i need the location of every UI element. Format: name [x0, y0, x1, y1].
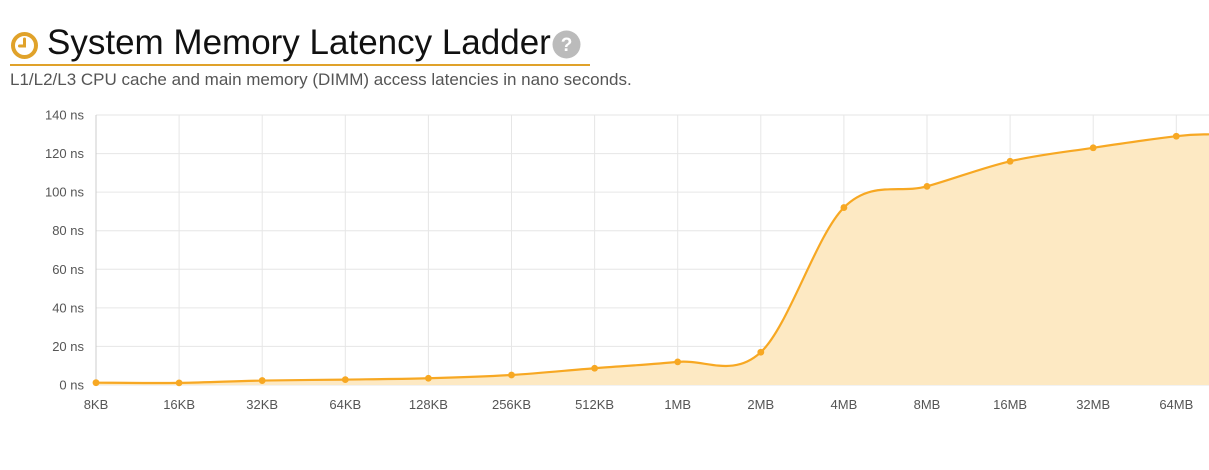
data-point — [757, 348, 765, 356]
x-tick-label: 32KB — [246, 397, 278, 412]
data-point — [840, 204, 848, 211]
data-point — [1172, 132, 1180, 140]
y-tick-label: 80 ns — [52, 223, 84, 238]
page-subtitle: L1/L2/L3 CPU cache and main memory (DIMM… — [10, 70, 632, 89]
clock-icon — [11, 32, 38, 59]
y-tick-label: 120 ns — [45, 146, 85, 161]
x-tick-label: 512KB — [575, 397, 614, 412]
y-tick-label: 140 ns — [45, 108, 85, 123]
page-title: System Memory Latency Ladder — [47, 23, 551, 62]
x-tick-label: 4MB — [831, 397, 858, 412]
y-tick-label: 60 ns — [52, 262, 84, 277]
data-point — [175, 379, 183, 387]
data-point — [341, 376, 349, 383]
data-point — [591, 364, 598, 372]
latency-area — [96, 134, 1209, 385]
y-tick-label: 0 ns — [59, 378, 84, 393]
x-tick-label: 8MB — [914, 397, 941, 412]
data-point — [508, 371, 515, 379]
x-tick-label: 256KB — [492, 397, 531, 412]
x-tick-label: 1MB — [664, 397, 691, 412]
data-point — [674, 358, 682, 366]
data-point — [425, 374, 432, 382]
y-tick-label: 20 ns — [52, 339, 84, 354]
data-point — [1006, 157, 1014, 165]
y-tick-label: 40 ns — [52, 300, 84, 315]
data-point — [1089, 144, 1097, 152]
data-point — [258, 377, 266, 384]
x-tick-label: 64MB — [1159, 397, 1193, 412]
x-tick-label: 16KB — [163, 397, 195, 412]
data-point — [92, 379, 100, 387]
x-tick-label: 128KB — [409, 397, 448, 412]
x-tick-label: 16MB — [993, 397, 1027, 412]
data-point — [923, 182, 931, 190]
x-tick-label: 2MB — [747, 397, 774, 412]
x-tick-label: 32MB — [1076, 397, 1110, 412]
title-bar: System Memory Latency Ladder ? — [10, 22, 590, 66]
latency-chart: 0 ns 20 ns 40 ns 60 ns 80 ns 100 ns 120 ns 140 … — [45, 108, 1209, 412]
question-icon[interactable]: ? — [552, 30, 581, 59]
y-tick-label: 100 ns — [45, 185, 85, 200]
x-tick-label: 64KB — [329, 397, 361, 412]
x-tick-label: 8KB — [84, 397, 109, 412]
svg-text:?: ? — [561, 35, 573, 56]
